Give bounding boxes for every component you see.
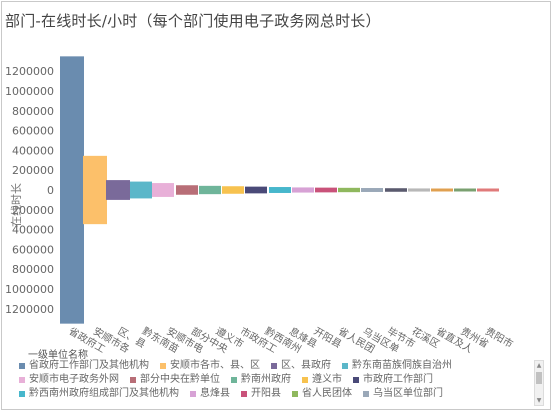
legend-item[interactable]: 区、县政府: [271, 359, 331, 373]
legend-item[interactable]: 省人民团体: [292, 387, 352, 401]
legend-swatch: [160, 363, 166, 369]
y-tick-label: 200000: [12, 164, 54, 177]
y-tick-label: 1200000: [5, 303, 54, 316]
bar[interactable]: [245, 186, 267, 194]
legend-label: 省人民团体: [302, 388, 352, 399]
y-tick-label: 600000: [12, 243, 54, 256]
bar[interactable]: [269, 187, 291, 193]
legend-item[interactable]: 乌当区单位部门: [363, 387, 443, 401]
x-axis-title: 一级单位名称: [28, 350, 88, 361]
legend-item[interactable]: 市政府工作部门: [353, 373, 433, 387]
legend-swatch: [271, 363, 277, 369]
legend-swatch: [342, 363, 348, 369]
legend-row: 黔西南州政府组成部门及其他机构 息烽县 开阳县 省人民团体 乌当区单位部门: [19, 387, 529, 401]
bar[interactable]: [130, 181, 152, 199]
legend-swatch: [19, 391, 25, 397]
legend-label: 安顺市电子政务外网: [29, 374, 119, 385]
legend-item[interactable]: 部分中央在黔单位: [130, 373, 220, 387]
legend-item[interactable]: 黔南州政府: [231, 373, 291, 387]
bar[interactable]: [431, 188, 453, 192]
bar[interactable]: [292, 187, 314, 193]
legend-item[interactable]: 安顺市各市、县、区: [160, 359, 260, 373]
legend-label: 黔西南州政府组成部门及其他机构: [29, 388, 179, 399]
legend-swatch: [231, 377, 237, 383]
bar[interactable]: [222, 186, 244, 194]
legend: 省政府工作部门及其他机构 安顺市各市、县、区 区、县政府 黔东南苗族侗族自治州安顺市电…: [19, 359, 529, 409]
bar[interactable]: [477, 188, 499, 192]
legend-swatch: [190, 391, 196, 397]
bar[interactable]: [338, 187, 360, 193]
legend-swatch: [130, 377, 136, 383]
legend-swatch: [19, 377, 25, 383]
y-tick-label: 400000: [12, 224, 54, 237]
legend-item[interactable]: 息烽县: [190, 387, 230, 401]
legend-swatch: [19, 363, 25, 369]
legend-label: 乌当区单位部门: [373, 388, 443, 399]
y-tick-label: 200000: [12, 204, 54, 217]
bar[interactable]: [454, 188, 476, 192]
x-tick-label: 贵阳市: [483, 324, 515, 350]
legend-item[interactable]: 黔东南苗族侗族自治州: [342, 359, 452, 373]
bar[interactable]: [361, 188, 383, 192]
bar[interactable]: [408, 188, 430, 192]
legend-label: 黔东南苗族侗族自治州: [352, 360, 452, 371]
bar[interactable]: [152, 183, 174, 197]
bar[interactable]: [83, 155, 107, 225]
legend-item[interactable]: 开阳县: [241, 387, 281, 401]
y-tick-label: 800000: [12, 263, 54, 276]
legend-item[interactable]: 遵义市: [302, 373, 342, 387]
legend-label: 市政府工作部门: [363, 374, 433, 385]
scroll-up-arrow-icon[interactable]: ▲: [536, 362, 542, 369]
y-tick-label: 0: [47, 184, 54, 197]
legend-label: 省政府工作部门及其他机构: [29, 360, 149, 371]
scroll-down-arrow-icon[interactable]: ▼: [536, 397, 542, 404]
bar[interactable]: [60, 56, 84, 324]
legend-row: 省政府工作部门及其他机构 安顺市各市、县、区 区、县政府 黔东南苗族侗族自治州: [19, 359, 529, 373]
legend-swatch: [241, 391, 247, 397]
legend-label: 区、县政府: [281, 360, 331, 371]
y-tick-label: 600000: [12, 125, 54, 138]
legend-swatch: [353, 377, 359, 383]
legend-item[interactable]: 省政府工作部门及其他机构: [19, 359, 149, 373]
bar[interactable]: [176, 185, 198, 195]
legend-label: 遵义市: [312, 374, 342, 385]
legend-item[interactable]: 安顺市电子政务外网: [19, 373, 119, 387]
legend-label: 开阳县: [251, 388, 281, 399]
legend-swatch: [292, 391, 298, 397]
bar[interactable]: [315, 187, 337, 193]
y-tick-label: 1000000: [5, 85, 54, 98]
bar[interactable]: [385, 188, 407, 192]
y-axis-title: 在线时长: [9, 183, 23, 227]
chart-title: 部门-在线时长/小时（每个部门使用电子政务网总时长）: [5, 12, 381, 30]
legend-label: 黔南州政府: [241, 374, 291, 385]
legend-label: 部分中央在黔单位: [140, 374, 220, 385]
legend-label: 息烽县: [200, 388, 230, 399]
legend-swatch: [363, 391, 369, 397]
legend-swatch: [302, 377, 308, 383]
y-tick-label: 1000000: [5, 283, 54, 296]
legend-item[interactable]: 黔西南州政府组成部门及其他机构: [19, 387, 179, 401]
y-tick-label: 400000: [12, 144, 54, 157]
bar[interactable]: [106, 180, 130, 200]
y-tick-label: 800000: [12, 105, 54, 118]
legend-scrollbar[interactable]: ▲ ▼: [534, 360, 544, 406]
bar[interactable]: [199, 185, 221, 195]
scroll-thumb[interactable]: [536, 372, 542, 384]
legend-label: 安顺市各市、县、区: [170, 360, 260, 371]
legend-row: 安顺市电子政务外网 部分中央在黔单位 黔南州政府 遵义市 市政府工作部门: [19, 373, 529, 387]
y-tick-label: 1200000: [5, 65, 54, 78]
